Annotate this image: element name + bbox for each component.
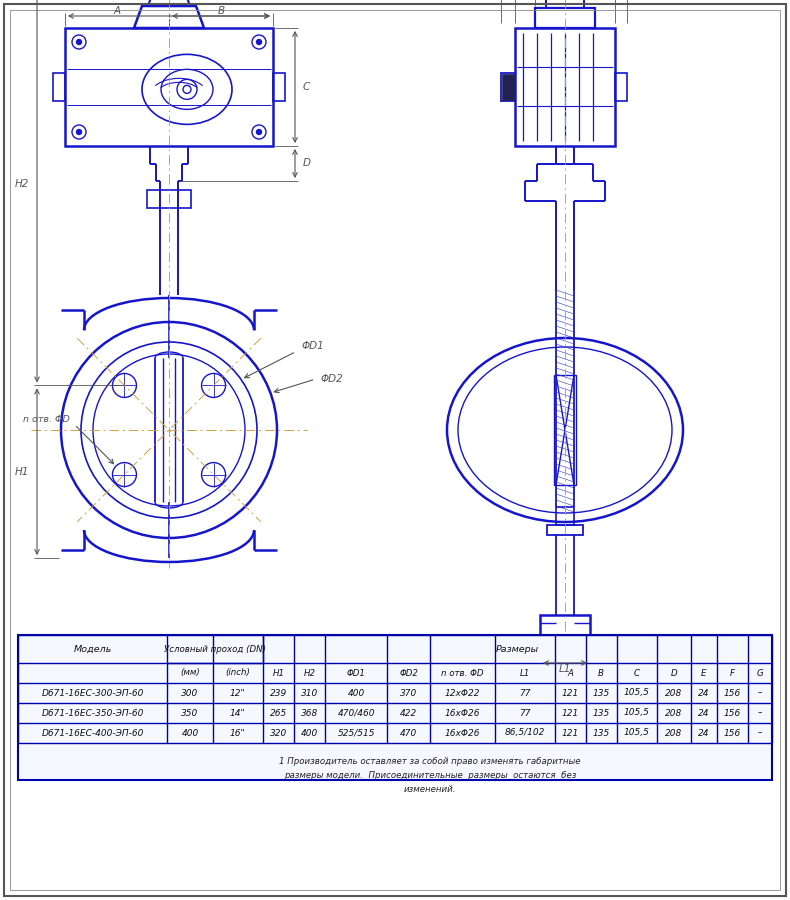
Text: –: – bbox=[758, 688, 762, 698]
Text: 24: 24 bbox=[698, 688, 709, 698]
Text: 310: 310 bbox=[301, 688, 318, 698]
Bar bbox=[501, 73, 515, 101]
Text: H2: H2 bbox=[303, 669, 315, 678]
Text: ΦD2: ΦD2 bbox=[399, 669, 418, 678]
Text: Условный проход (DN): Условный проход (DN) bbox=[164, 644, 266, 653]
Text: размеры модели.  Присоединительные  размеры  остаются  без: размеры модели. Присоединительные размер… bbox=[284, 770, 576, 779]
Text: Размеры: Размеры bbox=[496, 644, 539, 653]
Text: 121: 121 bbox=[562, 708, 579, 717]
Text: 422: 422 bbox=[400, 708, 417, 717]
Text: 77: 77 bbox=[519, 708, 530, 717]
Bar bbox=[546, 0, 584, 8]
Text: 350: 350 bbox=[182, 708, 199, 717]
Text: 370: 370 bbox=[400, 688, 417, 698]
Text: 24: 24 bbox=[698, 708, 709, 717]
Bar bbox=[615, 73, 627, 101]
Text: Модель: Модель bbox=[73, 644, 112, 653]
Text: 156: 156 bbox=[724, 708, 741, 717]
Text: 12xΦ22: 12xΦ22 bbox=[445, 688, 480, 698]
Text: изменений.: изменений. bbox=[404, 785, 457, 794]
Text: (inch): (inch) bbox=[225, 669, 250, 678]
Text: L1: L1 bbox=[520, 669, 530, 678]
Text: ΦD1: ΦD1 bbox=[347, 669, 366, 678]
Text: 156: 156 bbox=[724, 728, 741, 737]
Circle shape bbox=[77, 40, 81, 44]
Text: B: B bbox=[598, 669, 604, 678]
Bar bbox=[273, 73, 285, 101]
Text: L1: L1 bbox=[559, 664, 571, 674]
Text: 121: 121 bbox=[562, 728, 579, 737]
Text: 208: 208 bbox=[665, 708, 683, 717]
Circle shape bbox=[77, 130, 81, 134]
Bar bbox=[515, 28, 615, 146]
Text: 105,5: 105,5 bbox=[624, 728, 650, 737]
Text: 1 Производитель оставляет за собой право изменять габаритные: 1 Производитель оставляет за собой право… bbox=[279, 757, 581, 766]
Text: 16xΦ26: 16xΦ26 bbox=[445, 708, 480, 717]
Text: 400: 400 bbox=[301, 728, 318, 737]
Text: 14": 14" bbox=[230, 708, 246, 717]
Text: D: D bbox=[303, 158, 311, 168]
Text: 156: 156 bbox=[724, 688, 741, 698]
Bar bbox=[535, 8, 595, 28]
Text: 239: 239 bbox=[270, 688, 287, 698]
Text: 300: 300 bbox=[182, 688, 199, 698]
Text: C: C bbox=[634, 669, 640, 678]
Text: H1: H1 bbox=[273, 669, 284, 678]
Text: n отв. ΦD: n отв. ΦD bbox=[442, 669, 483, 678]
Text: ΦD2: ΦD2 bbox=[321, 374, 343, 384]
Text: C: C bbox=[303, 82, 310, 92]
Bar bbox=[547, 525, 583, 535]
Text: 105,5: 105,5 bbox=[624, 708, 650, 717]
Text: D671-16EC-350-ЭП-60: D671-16EC-350-ЭП-60 bbox=[42, 708, 144, 717]
Bar bbox=[65, 28, 273, 146]
Text: A: A bbox=[114, 6, 121, 16]
Text: (мм): (мм) bbox=[180, 669, 200, 678]
Text: 400: 400 bbox=[348, 688, 365, 698]
Text: 86,5/102: 86,5/102 bbox=[505, 728, 545, 737]
Bar bbox=[147, 190, 191, 208]
Text: 208: 208 bbox=[665, 728, 683, 737]
Text: 320: 320 bbox=[270, 728, 287, 737]
Bar bbox=[554, 375, 576, 485]
Bar bbox=[502, 74, 514, 100]
Text: 135: 135 bbox=[592, 728, 610, 737]
Text: H2: H2 bbox=[15, 179, 29, 189]
Text: H1: H1 bbox=[15, 467, 29, 477]
Text: 525/515: 525/515 bbox=[337, 728, 375, 737]
Text: D671-16EC-400-ЭП-60: D671-16EC-400-ЭП-60 bbox=[42, 728, 144, 737]
Bar bbox=[540, 615, 590, 645]
Text: 12": 12" bbox=[230, 688, 246, 698]
Text: –: – bbox=[758, 728, 762, 737]
Bar bbox=[556, 507, 574, 525]
Text: B: B bbox=[217, 6, 224, 16]
Text: 135: 135 bbox=[592, 688, 610, 698]
Text: 470: 470 bbox=[400, 728, 417, 737]
Bar bbox=[18, 635, 772, 780]
Text: A: A bbox=[567, 669, 573, 678]
Text: G: G bbox=[757, 669, 763, 678]
Text: 121: 121 bbox=[562, 688, 579, 698]
Text: ΦD1: ΦD1 bbox=[301, 340, 324, 350]
Text: 77: 77 bbox=[519, 688, 530, 698]
Text: E: E bbox=[702, 669, 706, 678]
Text: 135: 135 bbox=[592, 708, 610, 717]
Text: n отв. ΦD: n отв. ΦD bbox=[23, 415, 70, 424]
Bar bbox=[53, 73, 65, 101]
Text: 105,5: 105,5 bbox=[624, 688, 650, 698]
Text: D: D bbox=[671, 669, 677, 678]
Text: 16xΦ26: 16xΦ26 bbox=[445, 728, 480, 737]
Text: 368: 368 bbox=[301, 708, 318, 717]
Circle shape bbox=[257, 130, 261, 134]
Text: 16": 16" bbox=[230, 728, 246, 737]
Text: 400: 400 bbox=[182, 728, 199, 737]
Text: 24: 24 bbox=[698, 728, 709, 737]
Text: F: F bbox=[730, 669, 735, 678]
Text: 470/460: 470/460 bbox=[337, 708, 375, 717]
Text: –: – bbox=[758, 708, 762, 717]
Circle shape bbox=[257, 40, 261, 44]
Text: 265: 265 bbox=[270, 708, 287, 717]
Text: 208: 208 bbox=[665, 688, 683, 698]
Text: D671-16EC-300-ЭП-60: D671-16EC-300-ЭП-60 bbox=[42, 688, 144, 698]
